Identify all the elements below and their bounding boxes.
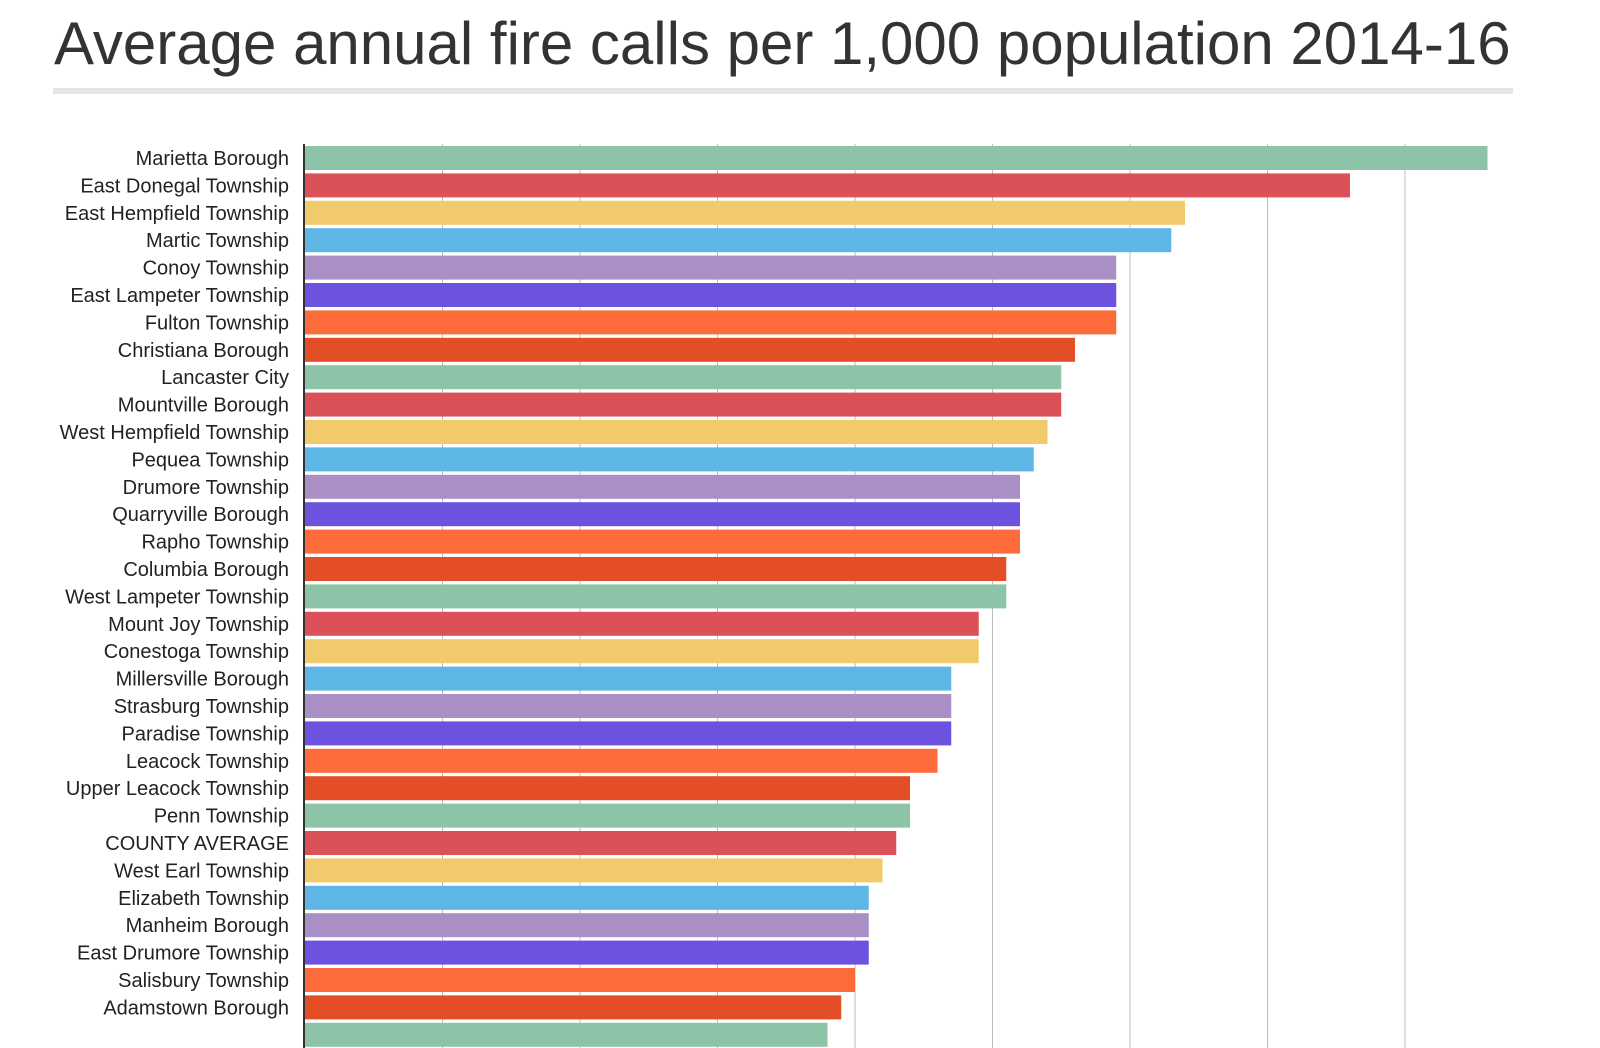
bar	[305, 584, 1007, 609]
bar	[305, 858, 883, 883]
bar	[305, 474, 1020, 499]
category-label: East Lampeter Township	[70, 285, 289, 307]
category-label: Mountville Borough	[118, 395, 289, 417]
bar	[305, 831, 897, 855]
category-label: Leacock Township	[126, 751, 289, 773]
bar	[305, 940, 869, 965]
category-label: Christiana Borough	[118, 340, 289, 362]
category-label: Rapho Township	[141, 532, 289, 554]
category-label: COUNTY AVERAGE	[105, 833, 289, 855]
category-label: West Earl Township	[114, 860, 289, 882]
bar	[305, 995, 842, 1020]
category-label: Penn Township	[154, 806, 289, 828]
category-label: Strasburg Township	[114, 696, 289, 718]
bar	[305, 283, 1117, 307]
category-label: West Lampeter Township	[65, 586, 289, 608]
category-label: Lancaster City	[161, 367, 289, 389]
bar	[305, 885, 869, 910]
bar-partial	[305, 1022, 828, 1047]
bar	[305, 146, 1488, 170]
bar	[305, 365, 1062, 390]
category-label: East Drumore Township	[77, 943, 289, 965]
bar	[305, 447, 1034, 472]
bar	[305, 228, 1172, 253]
category-label: Paradise Township	[121, 723, 289, 745]
bar	[305, 694, 952, 718]
bar	[305, 666, 952, 691]
bar	[305, 968, 855, 992]
category-label: Manheim Borough	[126, 915, 289, 937]
bar	[305, 748, 938, 773]
bar	[305, 255, 1117, 280]
bar	[305, 529, 1020, 554]
category-label: Columbia Borough	[123, 559, 289, 581]
category-label: Drumore Township	[123, 477, 289, 499]
category-label: Adamstown Borough	[103, 997, 289, 1019]
bar	[305, 420, 1048, 444]
category-labels: Marietta Borough East Donegal Township Eas…	[60, 148, 289, 1019]
bar	[305, 721, 952, 746]
category-label: Millersville Borough	[116, 669, 289, 691]
bar	[305, 392, 1062, 417]
bar	[305, 611, 979, 636]
category-label: West Hempfield Township	[60, 422, 289, 444]
category-label: Fulton Township	[145, 312, 289, 334]
category-label: Elizabeth Township	[118, 888, 289, 910]
category-label: Pequea Township	[131, 449, 289, 471]
category-label: Salisbury Township	[118, 970, 289, 992]
category-label: Conestoga Township	[104, 641, 289, 663]
category-label: East Donegal Township	[80, 175, 289, 197]
bar	[305, 173, 1350, 198]
category-label: Upper Leacock Township	[66, 778, 289, 800]
bar	[305, 803, 910, 828]
bar	[305, 913, 869, 938]
bar	[305, 776, 910, 801]
bar	[305, 310, 1117, 335]
bar	[305, 337, 1075, 362]
category-label: Marietta Borough	[136, 148, 289, 170]
chart-title: Average annual fire calls per 1,000 popu…	[54, 10, 1511, 77]
category-label: Quarryville Borough	[112, 504, 289, 526]
category-label: Conoy Township	[143, 258, 289, 280]
bar	[305, 200, 1185, 225]
title-underline	[53, 88, 1513, 94]
category-label: East Hempfield Township	[65, 203, 289, 225]
bar	[305, 557, 1007, 581]
category-label: Martic Township	[146, 230, 289, 252]
bars	[305, 146, 1488, 1047]
category-label: Mount Joy Township	[108, 614, 289, 636]
bar	[305, 639, 979, 664]
bar	[305, 502, 1020, 527]
